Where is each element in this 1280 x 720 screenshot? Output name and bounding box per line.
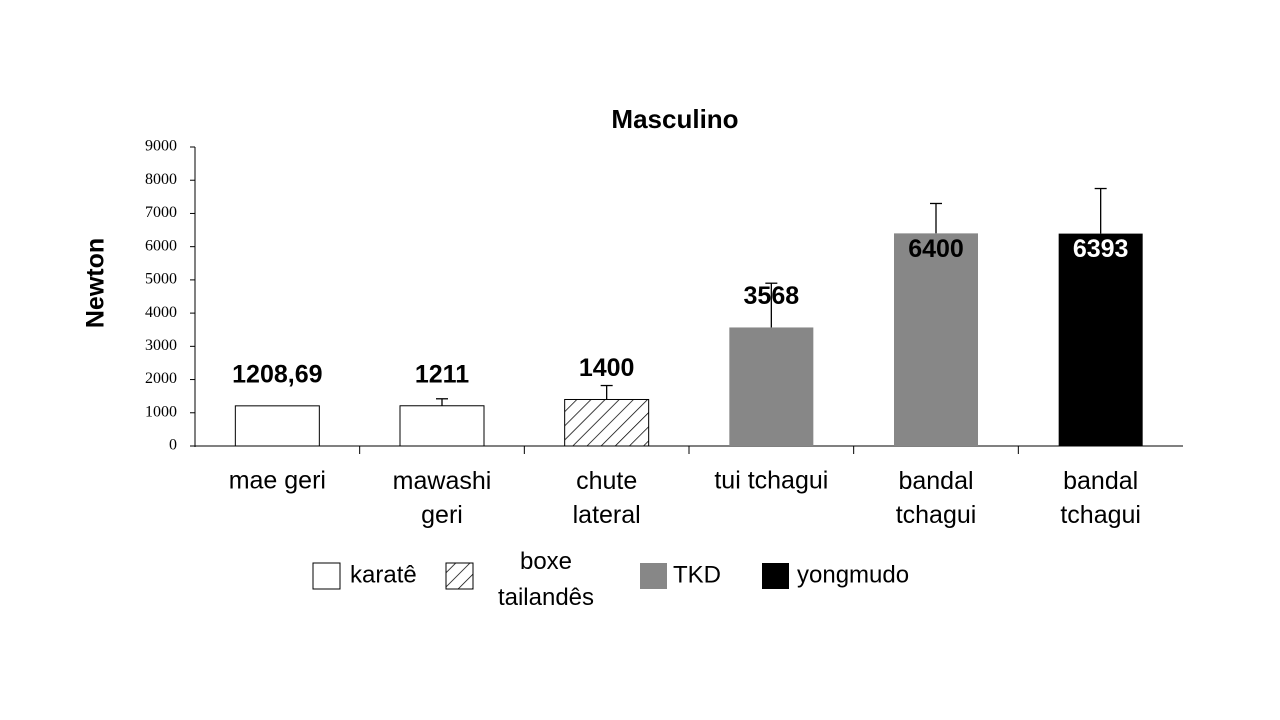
y-tick-label: 7000 [145, 204, 177, 221]
value-label: 1400 [579, 354, 635, 382]
y-tick-label: 1000 [145, 403, 177, 420]
y-tick-label: 4000 [145, 304, 177, 321]
x-tick-label: bandal tchagui [1060, 467, 1141, 529]
legend-label: yongmudo [797, 561, 909, 588]
y-tick-label: 5000 [145, 271, 177, 288]
bar [894, 233, 978, 446]
y-axis-label: Newton [82, 238, 110, 328]
y-tick-label: 2000 [145, 370, 177, 387]
y-tick-label: 8000 [145, 171, 177, 188]
bar [1058, 233, 1143, 446]
value-label: 1211 [415, 360, 469, 388]
value-label: 6400 [908, 235, 964, 263]
x-tick-label: chute lateral [573, 467, 641, 529]
x-tick-label: mae geri [229, 467, 326, 495]
value-label: 1208,69 [232, 360, 322, 388]
value-label: 6393 [1073, 235, 1129, 263]
y-tick-label: 9000 [145, 138, 177, 155]
bar [399, 405, 485, 447]
legend-swatch [762, 563, 789, 589]
y-tick-label: 3000 [145, 337, 177, 354]
legend-label: TKD [673, 561, 721, 588]
chart-title: Masculino [611, 104, 738, 134]
legend-label: karatê [350, 561, 417, 588]
bar [729, 327, 814, 446]
legend-swatch [312, 562, 341, 590]
legend-swatch [445, 562, 474, 590]
value-label: 3568 [744, 282, 800, 310]
y-tick-label: 6000 [145, 237, 177, 254]
bar [564, 398, 650, 447]
legend-swatch [640, 563, 667, 589]
x-tick-label: mawashi geri [393, 467, 492, 529]
x-tick-label: bandal tchagui [896, 467, 977, 529]
y-tick-label: 0 [169, 437, 177, 454]
bar [234, 405, 320, 447]
legend-label: boxe tailandês [498, 548, 594, 611]
x-tick-label: tui tchagui [714, 467, 828, 495]
